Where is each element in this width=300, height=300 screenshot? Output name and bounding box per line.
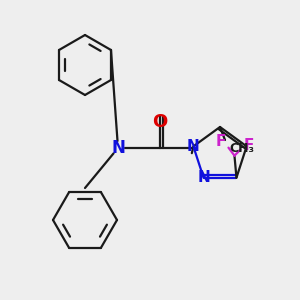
- Text: N: N: [111, 139, 125, 157]
- Text: F: F: [243, 138, 254, 153]
- Text: O: O: [152, 113, 168, 131]
- Text: F: F: [215, 134, 226, 149]
- Text: N: N: [197, 170, 210, 185]
- Text: CH₃: CH₃: [229, 142, 254, 154]
- Text: N: N: [187, 139, 200, 154]
